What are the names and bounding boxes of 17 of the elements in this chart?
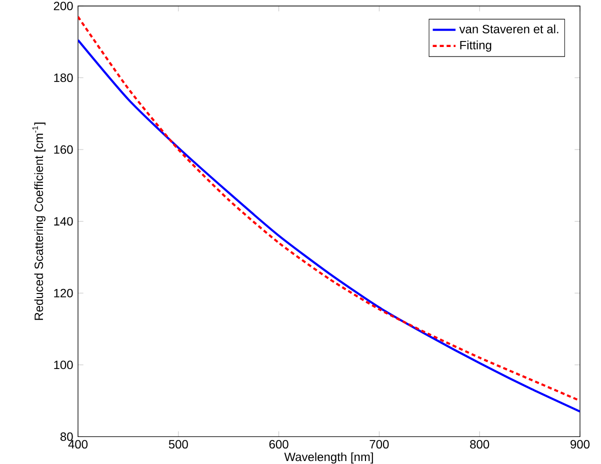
- y-tick-label: 160: [54, 145, 73, 154]
- y-tick-label: 120: [54, 288, 73, 298]
- x-axis-title: Wavelength [nm]: [284, 452, 373, 464]
- y-tick-label: 200: [54, 2, 73, 10]
- x-tick-label: 800: [470, 440, 490, 449]
- x-tick-label: 700: [370, 440, 389, 449]
- x-tick-label: 400: [68, 440, 88, 449]
- x-tick-label: 900: [570, 440, 590, 449]
- legend-label: Fitting: [460, 40, 492, 52]
- y-axis-title: Reduced Scattering Coefficient [cm$^{-1}$]: [32, 122, 46, 320]
- y-tick-label: 180: [54, 74, 73, 82]
- y-tick-label: 100: [54, 360, 73, 370]
- y-tick-label: 80: [60, 432, 73, 441]
- legend-label: van Staveren et al.: [459, 24, 558, 34]
- x-tick-label: 500: [168, 440, 188, 449]
- y-tick-label: 140: [54, 217, 73, 226]
- x-tick-label: 600: [269, 440, 288, 449]
